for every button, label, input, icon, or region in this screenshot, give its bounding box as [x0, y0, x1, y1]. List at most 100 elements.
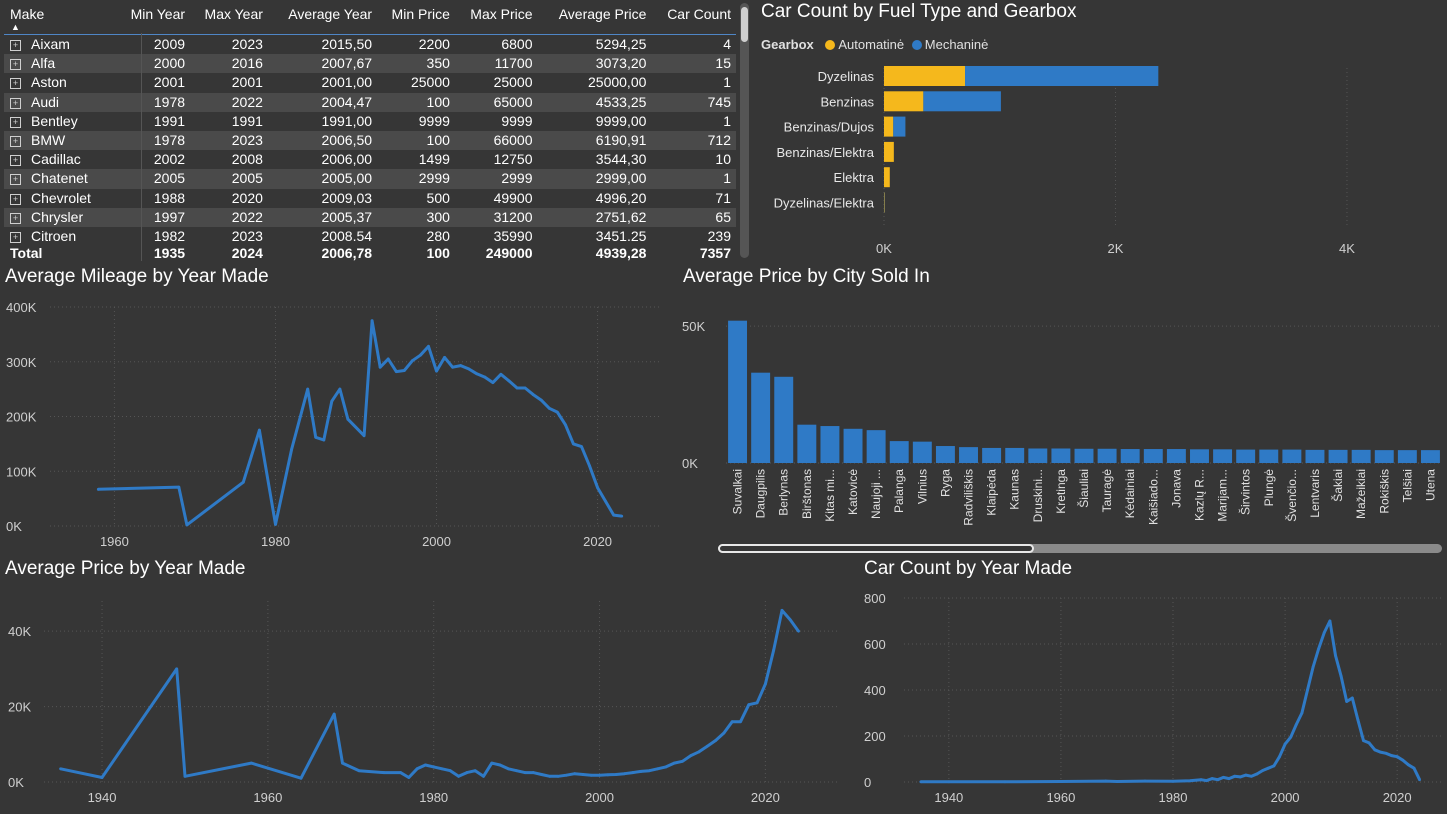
- make-cell[interactable]: + Aston: [4, 73, 117, 92]
- table-row[interactable]: + Audi 1978 2022 2004,47 100 65000 4533,25 745: [4, 92, 736, 112]
- table-row[interactable]: + Chrysler 1997 2022 2005,37 300 31200 2751,62 6…: [4, 207, 736, 227]
- make-cell[interactable]: + Chatenet: [4, 169, 117, 189]
- expand-icon[interactable]: +: [10, 97, 21, 109]
- x-tick-label: 1960: [100, 534, 129, 549]
- data-point: [1261, 769, 1265, 772]
- make-label: Audi: [31, 93, 60, 110]
- expand-icon[interactable]: +: [10, 136, 21, 148]
- data-point: [681, 759, 684, 763]
- column-header[interactable]: Min Price: [391, 6, 450, 22]
- column-header[interactable]: Average Year: [288, 6, 373, 22]
- city-chart-scrollbar-thumb[interactable]: [718, 544, 1034, 553]
- make-cell[interactable]: + Chevrolet: [4, 189, 117, 208]
- table-scrollbar-thumb[interactable]: [741, 7, 748, 42]
- make-cell[interactable]: + Citroen: [4, 227, 117, 246]
- y-tick-label: 0: [864, 775, 871, 790]
- table-row[interactable]: + BMW 1978 2023 2006,50 100 66000 6190,91 712: [4, 130, 736, 151]
- expand-icon[interactable]: +: [10, 193, 21, 205]
- expand-icon[interactable]: +: [10, 116, 21, 128]
- table-cell: 1978: [116, 92, 191, 112]
- make-cell[interactable]: + Alfa: [4, 54, 117, 74]
- data-point: [1250, 774, 1253, 778]
- column-header[interactable]: Max Price: [470, 6, 533, 22]
- data-point: [241, 480, 245, 484]
- table-row[interactable]: + Citroen 1982 2023 2008.54 280 35990 3451.25 23…: [4, 227, 736, 246]
- table-cell: 31200: [454, 207, 538, 227]
- table-cell: 25000: [493, 74, 533, 91]
- expand-icon[interactable]: +: [10, 231, 21, 243]
- expand-icon[interactable]: +: [10, 174, 21, 186]
- make-cell[interactable]: + Chrysler: [4, 207, 117, 227]
- column-header[interactable]: Average Price: [558, 6, 647, 22]
- data-point: [407, 776, 411, 779]
- y-tick-label: 50K: [682, 319, 705, 334]
- table-cell: 239: [707, 227, 731, 244]
- price-by-city-chart[interactable]: 0K 50K Suvalkai Daugpilis Berlynas Birštonas K…: [680, 295, 1447, 543]
- category-label: Mažeikiai: [1354, 469, 1368, 519]
- data-point: [1345, 700, 1349, 703]
- total-label: Total: [10, 245, 43, 262]
- table-row[interactable]: + Aston 2001 2001 2001,00 25000 25000 25000,00 1: [4, 73, 736, 92]
- table-cell: 71: [715, 189, 731, 206]
- column-header[interactable]: Make: [10, 6, 45, 22]
- data-point: [1003, 780, 1007, 784]
- data-point: [531, 771, 535, 774]
- table-cell: 2001: [231, 74, 263, 91]
- fuel-gearbox-chart[interactable]: 0K 2K 4K Dyzelinas Benzinas Benzinas/Dujos Ben…: [760, 60, 1445, 260]
- data-point: [346, 417, 350, 421]
- data-point: [540, 773, 543, 776]
- table-cell: 2023: [231, 36, 263, 53]
- price-by-year-chart[interactable]: 1940 1960 1980 2000 2020 0K 20K 40K: [0, 585, 850, 814]
- data-point: [722, 731, 726, 735]
- city-chart-scrollbar-track[interactable]: [718, 544, 1442, 553]
- data-point: [596, 486, 599, 490]
- make-cell[interactable]: + Aixam: [4, 35, 117, 55]
- make-cell[interactable]: + Cadillac: [4, 150, 117, 169]
- data-point: [1227, 777, 1231, 780]
- make-cell[interactable]: + BMW: [4, 130, 117, 151]
- table-row[interactable]: + Chatenet 2005 2005 2005,00 2999 2999 2999,00 1: [4, 169, 736, 189]
- table-row[interactable]: + Aixam 2009 2023 2015,50 2200 6800 5294,25 4: [4, 35, 736, 55]
- expand-icon[interactable]: +: [10, 212, 21, 224]
- expand-icon[interactable]: +: [10, 59, 21, 71]
- total-cell: 100: [426, 245, 450, 262]
- y-tick-label: 600: [864, 637, 886, 652]
- expand-icon[interactable]: +: [10, 40, 21, 52]
- sort-ascending-icon[interactable]: ▲: [11, 22, 20, 32]
- make-cell[interactable]: + Bentley: [4, 112, 117, 131]
- table-scrollbar-track[interactable]: [740, 3, 749, 258]
- column-header[interactable]: Min Year: [130, 6, 186, 22]
- table-cell: 4: [723, 36, 731, 53]
- category-label: Rokiškis: [1377, 469, 1391, 514]
- table-row[interactable]: + Chevrolet 1988 2020 2009,03 500 49900 4996,20…: [4, 189, 736, 208]
- expand-icon[interactable]: +: [10, 78, 21, 90]
- data-point: [322, 438, 326, 442]
- data-point: [623, 772, 626, 776]
- table-row[interactable]: + Alfa 2000 2016 2007,67 350 11700 3073,20 15: [4, 54, 736, 74]
- data-point: [1171, 779, 1175, 783]
- count-by-year-chart[interactable]: 1940 1960 1980 2000 2020 0 200 400 600 800: [850, 585, 1447, 814]
- table-row[interactable]: + Bentley 1991 1991 1991,00 9999 9999 9999,00 1: [4, 112, 736, 131]
- total-cell: 249000: [485, 245, 533, 262]
- legend-item-manual[interactable]: Mechaninė: [911, 37, 988, 52]
- bar: [884, 66, 966, 86]
- bar: [1374, 450, 1394, 463]
- bar: [1397, 450, 1417, 463]
- mileage-by-year-chart[interactable]: 1960 1980 2000 2020 0K 100K 200K 300K 400K: [0, 295, 670, 555]
- bar: [912, 441, 932, 463]
- x-tick-label: 1980: [419, 790, 448, 805]
- make-cell[interactable]: + Audi: [4, 92, 117, 112]
- table-row[interactable]: + Cadillac 2002 2008 2006,00 1499 12750 3544,30…: [4, 150, 736, 169]
- fuel-chart-legend: Gearbox Automatinė Mechaninė: [761, 37, 988, 52]
- column-header[interactable]: Max Year: [204, 6, 263, 22]
- table-cell: 5294,25: [595, 36, 647, 53]
- bar: [1166, 449, 1186, 463]
- expand-icon[interactable]: +: [10, 155, 21, 167]
- data-point: [183, 774, 187, 778]
- category-label: Kėdainiai: [1123, 469, 1137, 518]
- column-header[interactable]: Car Count: [667, 6, 731, 22]
- data-point: [465, 771, 469, 774]
- data-point: [1412, 766, 1416, 770]
- data-point: [357, 769, 361, 773]
- legend-item-automatic[interactable]: Automatinė: [825, 37, 904, 52]
